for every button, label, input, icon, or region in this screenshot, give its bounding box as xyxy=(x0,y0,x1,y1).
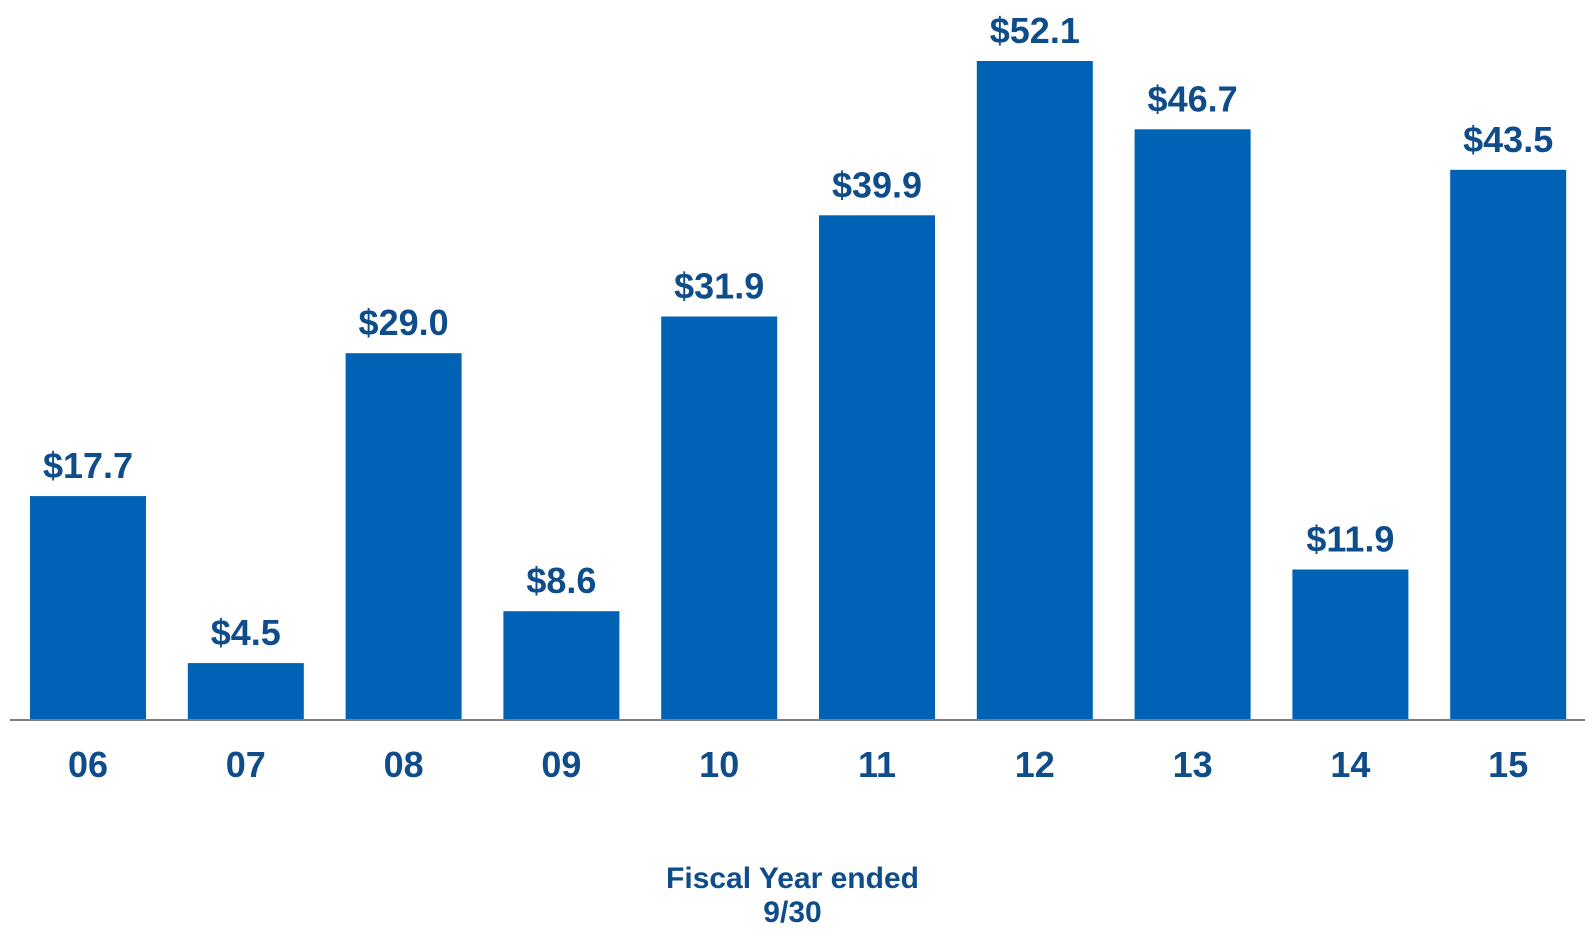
x-tick-labels-layer: 06 07 08 09 10 11 12 13 14 15 xyxy=(68,744,1528,785)
bar-value-label-12: $52.1 xyxy=(990,10,1080,51)
x-tick-label-06: 06 xyxy=(68,744,108,785)
bar-11 xyxy=(819,215,935,721)
bar-12 xyxy=(976,61,1093,720)
bar-value-label-09: $8.6 xyxy=(526,560,596,601)
bar-value-label-11: $39.9 xyxy=(832,164,922,205)
x-tick-label-15: 15 xyxy=(1488,744,1528,785)
bars-layer xyxy=(30,61,1567,721)
x-axis-title: Fiscal Year ended 9/30 xyxy=(0,862,1585,930)
x-tick-label-12: 12 xyxy=(1015,744,1055,785)
bar-value-label-06: $17.7 xyxy=(43,445,133,486)
bar-value-label-07: $4.5 xyxy=(211,612,281,653)
bar-value-label-13: $46.7 xyxy=(1148,78,1238,119)
x-tick-label-08: 08 xyxy=(384,744,424,785)
x-tick-label-09: 09 xyxy=(541,744,581,785)
bar-value-label-14: $11.9 xyxy=(1306,519,1394,560)
x-tick-label-14: 14 xyxy=(1330,744,1370,785)
bar-08 xyxy=(345,353,462,720)
bar-13 xyxy=(1134,129,1251,721)
bar-10 xyxy=(661,316,778,720)
bar-value-label-08: $29.0 xyxy=(359,302,449,343)
x-tick-label-10: 10 xyxy=(699,744,739,785)
bar-value-label-15: $43.5 xyxy=(1463,119,1553,160)
bar-14 xyxy=(1292,569,1409,720)
bar-15 xyxy=(1450,169,1567,721)
x-axis-title-line-1: Fiscal Year ended xyxy=(666,862,919,895)
bar-07 xyxy=(187,663,304,720)
x-tick-label-11: 11 xyxy=(858,744,896,785)
value-labels-layer: $17.7 $4.5 $29.0 $8.6 $31.9 $39.9 $52.1 $46.7 $1… xyxy=(43,10,1553,653)
bar-09 xyxy=(503,611,620,720)
x-axis-title-line-2: 9/30 xyxy=(763,896,822,929)
x-tick-label-07: 07 xyxy=(226,744,266,785)
x-tick-label-13: 13 xyxy=(1173,744,1213,785)
bar-value-label-10: $31.9 xyxy=(674,266,764,307)
bar-06 xyxy=(30,496,146,720)
